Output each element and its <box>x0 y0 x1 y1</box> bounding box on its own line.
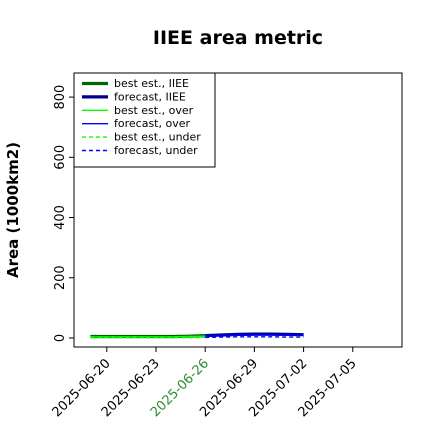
y-tick-label: 0 <box>53 334 68 342</box>
series-line <box>90 335 206 338</box>
legend-label: forecast, under <box>114 144 198 157</box>
y-tick-label: 800 <box>53 85 68 110</box>
legend-box <box>73 72 216 168</box>
legend-label: best est., IIEE <box>114 77 189 90</box>
y-tick-label: 600 <box>53 145 68 170</box>
y-axis-label: Area (1000km2) <box>4 142 22 278</box>
legend-label: forecast, IIEE <box>114 90 186 103</box>
chart-title: IIEE area metric <box>153 27 323 49</box>
series-line <box>205 334 304 337</box>
legend-label: best est., under <box>114 131 201 144</box>
y-tick-label: 200 <box>53 265 68 290</box>
plot-frame <box>73 72 403 348</box>
legend-label: forecast, over <box>114 117 190 130</box>
series-line <box>205 336 304 339</box>
y-tick-label: 400 <box>53 205 68 230</box>
legend-label: best est., over <box>114 104 194 117</box>
